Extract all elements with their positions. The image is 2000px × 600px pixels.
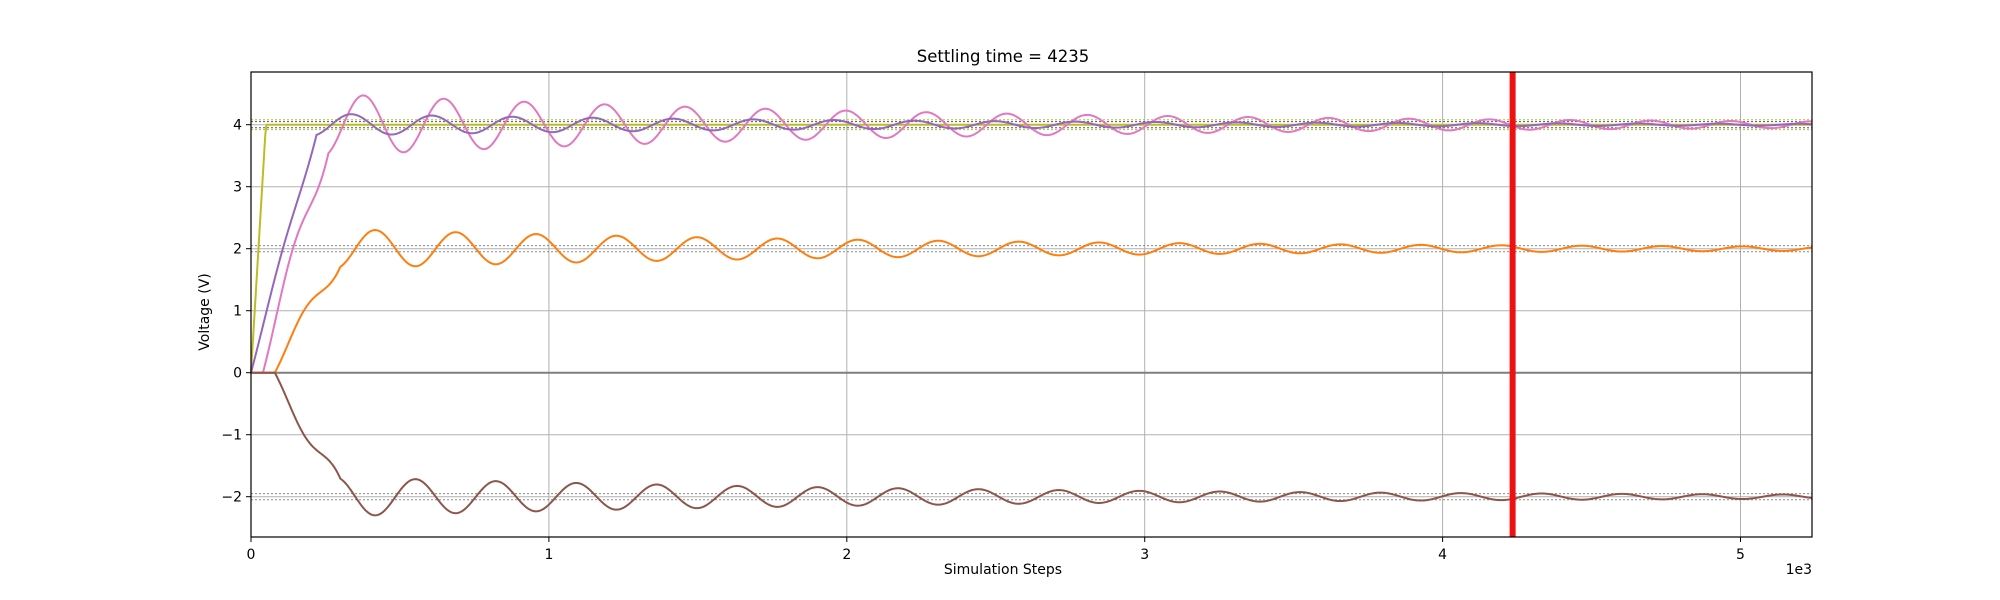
y-tick-label: 2 xyxy=(233,242,242,258)
x-tick-label: 2 xyxy=(842,547,851,563)
series-line-node_purple xyxy=(250,113,1813,373)
y-tick-label: 0 xyxy=(233,366,242,382)
chart-title: Settling time = 4235 xyxy=(917,47,1090,66)
series-line-node_orange xyxy=(251,229,1813,374)
x-axis-label: Simulation Steps xyxy=(944,562,1062,578)
series-line-node_pink xyxy=(251,94,1813,374)
y-tick-label: 4 xyxy=(233,118,242,134)
y-tick-label: −1 xyxy=(221,428,242,444)
y-tick-label: 3 xyxy=(233,180,242,196)
x-tick-label: 5 xyxy=(1736,547,1745,563)
plot-area: 0 1 2 3 4 5 −2 −1 0 1 2 3 4 xyxy=(221,71,1813,563)
x-tick-label: 3 xyxy=(1140,547,1149,563)
x-axis-offset-label: 1e3 xyxy=(1786,562,1812,578)
x-tick-label: 4 xyxy=(1438,547,1447,563)
x-tick-label: 0 xyxy=(247,547,256,563)
y-tick-label: −2 xyxy=(221,490,242,506)
y-tick-label: 1 xyxy=(233,304,242,320)
series-line-node_brown xyxy=(251,371,1813,517)
axes-frame xyxy=(250,71,1813,538)
x-tick-label: 1 xyxy=(544,547,553,563)
y-axis-label: Voltage (V) xyxy=(197,273,213,350)
